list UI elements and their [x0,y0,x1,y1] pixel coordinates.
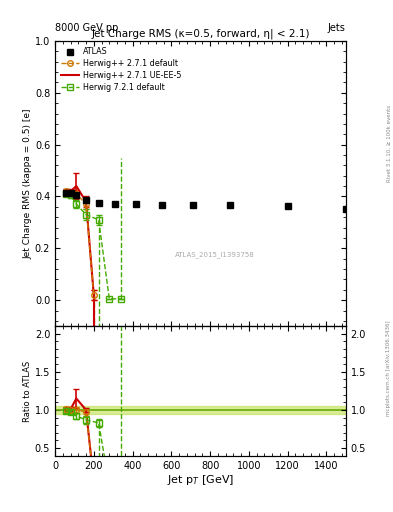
Text: mcplots.cern.ch [arXiv:1306.3436]: mcplots.cern.ch [arXiv:1306.3436] [386,321,391,416]
X-axis label: Jet p$_T$ [GeV]: Jet p$_T$ [GeV] [167,473,234,487]
Y-axis label: Jet Charge RMS (kappa = 0.5) [e]: Jet Charge RMS (kappa = 0.5) [e] [23,108,32,259]
ATLAS [285,203,290,209]
Text: ATLAS_2015_I1393758: ATLAS_2015_I1393758 [175,251,255,258]
Herwig++ 2.7.1 UE-EE-5 [74,183,79,189]
Text: Rivet 3.1.10, ≥ 100k events: Rivet 3.1.10, ≥ 100k events [386,105,391,182]
ATLAS [134,201,139,207]
ATLAS [96,200,101,206]
Herwig++ 2.7.1 UE-EE-5 [68,188,73,195]
Bar [55,406,346,414]
Line: Herwig++ 2.7.1 UE-EE-5: Herwig++ 2.7.1 UE-EE-5 [66,186,94,295]
Text: 8000 GeV pp: 8000 GeV pp [55,23,118,33]
ATLAS [113,201,118,207]
Legend: ATLAS, Herwig++ 2.7.1 default, Herwig++ 2.7.1 UE-EE-5, Herwig 7.2.1 default: ATLAS, Herwig++ 2.7.1 default, Herwig++ … [59,45,184,94]
Y-axis label: Ratio to ATLAS: Ratio to ATLAS [23,360,32,421]
ATLAS [190,202,195,208]
Herwig++ 2.7.1 UE-EE-5 [84,199,88,205]
Line: ATLAS: ATLAS [62,189,349,212]
Text: Jets: Jets [328,23,346,33]
ATLAS [343,206,348,212]
ATLAS [63,189,68,196]
ATLAS [68,189,73,196]
ATLAS [159,202,164,208]
ATLAS [227,202,232,208]
Title: Jet Charge RMS (κ=0.5, forward, η| < 2.1): Jet Charge RMS (κ=0.5, forward, η| < 2.1… [91,29,310,39]
Herwig++ 2.7.1 UE-EE-5 [92,292,96,298]
ATLAS [74,192,79,198]
ATLAS [84,197,88,203]
Herwig++ 2.7.1 UE-EE-5 [63,188,68,195]
